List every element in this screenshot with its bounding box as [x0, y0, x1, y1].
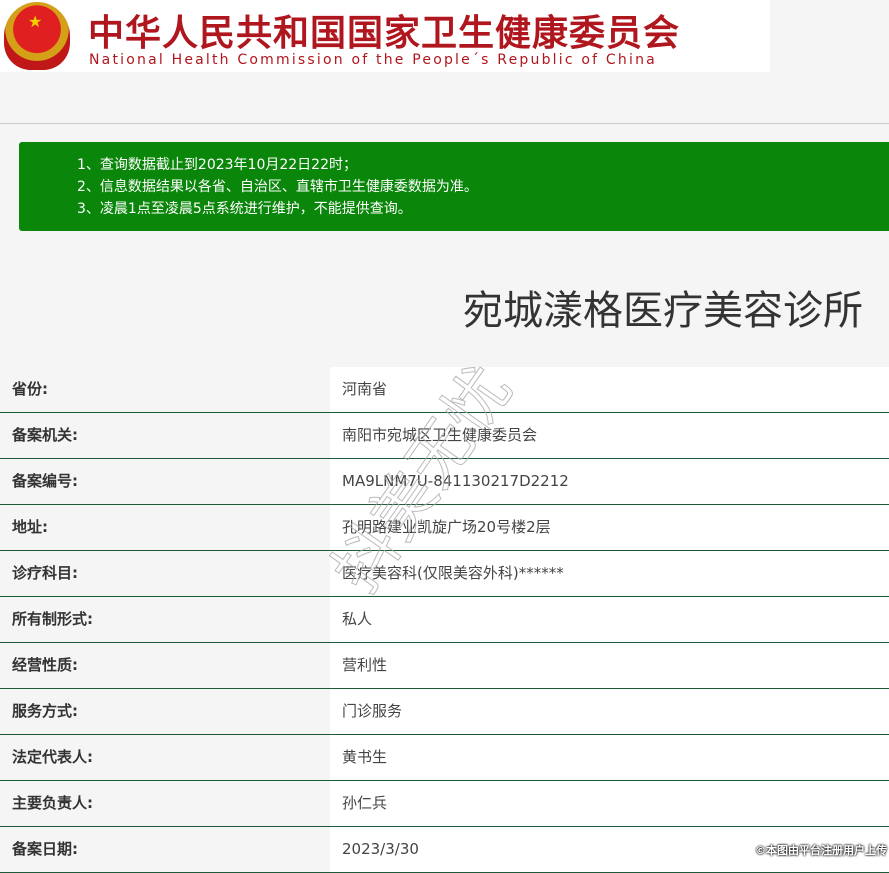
upload-notice: ©本图由平台注册用户上传	[755, 844, 887, 857]
row-label: 主要负责人:	[12, 794, 93, 812]
row-label: 地址:	[12, 518, 48, 536]
row-value: 黄书生	[330, 735, 889, 780]
table-row: 所有制形式: 私人	[0, 597, 889, 643]
row-value: 南阳市宛城区卫生健康委员会	[330, 413, 889, 458]
row-value: 孔明路建业凯旋广场20号楼2层	[330, 505, 889, 550]
notice-box: 1、查询数据截止到2023年10月22日22时； 2、信息数据结果以各省、自治区…	[19, 142, 889, 231]
row-label: 法定代表人:	[12, 748, 93, 766]
table-row: 法定代表人: 黄书生	[0, 735, 889, 781]
row-label: 省份:	[12, 380, 48, 398]
notice-line: 1、查询数据截止到2023年10月22日22时；	[77, 157, 357, 173]
table-row: 地址: 孔明路建业凯旋广场20号楼2层	[0, 505, 889, 551]
row-value: 医疗美容科(仅限美容外科)******	[330, 551, 889, 596]
row-label: 所有制形式:	[12, 610, 93, 628]
table-row: 诊疗科目: 医疗美容科(仅限美容外科)******	[0, 551, 889, 597]
row-label: 备案编号:	[12, 472, 78, 490]
table-row: 省份: 河南省	[0, 367, 889, 413]
row-label: 服务方式:	[12, 702, 78, 720]
info-table: 省份: 河南省备案机关: 南阳市宛城区卫生健康委员会备案编号: MA9LNM7U-84…	[0, 367, 889, 873]
table-row: 主要负责人: 孙仁兵	[0, 781, 889, 827]
row-label: 诊疗科目:	[12, 564, 78, 582]
divider	[0, 123, 889, 124]
table-row: 经营性质: 营利性	[0, 643, 889, 689]
row-value: 私人	[330, 597, 889, 642]
row-label: 备案机关:	[12, 426, 78, 444]
row-value: 门诊服务	[330, 689, 889, 734]
row-label: 经营性质:	[12, 656, 78, 674]
national-emblem-icon: ★	[4, 2, 70, 70]
notice-line: 2、信息数据结果以各省、自治区、直辖市卫生健康委数据为准。	[77, 179, 478, 195]
site-title-en: National Health Commission of the People…	[89, 52, 657, 68]
row-value: MA9LNM7U-841130217D2212	[330, 459, 889, 504]
table-row: 备案机关: 南阳市宛城区卫生健康委员会	[0, 413, 889, 459]
table-row: 备案编号: MA9LNM7U-841130217D2212	[0, 459, 889, 505]
site-title-cn: 中华人民共和国国家卫生健康委员会	[88, 13, 681, 54]
institution-name: 宛城漾格医疗美容诊所	[463, 288, 863, 334]
row-value: 孙仁兵	[330, 781, 889, 826]
table-row: 服务方式: 门诊服务	[0, 689, 889, 735]
row-label: 备案日期:	[12, 840, 78, 858]
row-value: 河南省	[330, 367, 889, 412]
notice-line: 3、凌晨1点至凌晨5点系统进行维护，不能提供查询。	[77, 201, 412, 217]
site-header: ★ 中华人民共和国国家卫生健康委员会 National Health Commi…	[0, 0, 770, 72]
row-value: 营利性	[330, 643, 889, 688]
